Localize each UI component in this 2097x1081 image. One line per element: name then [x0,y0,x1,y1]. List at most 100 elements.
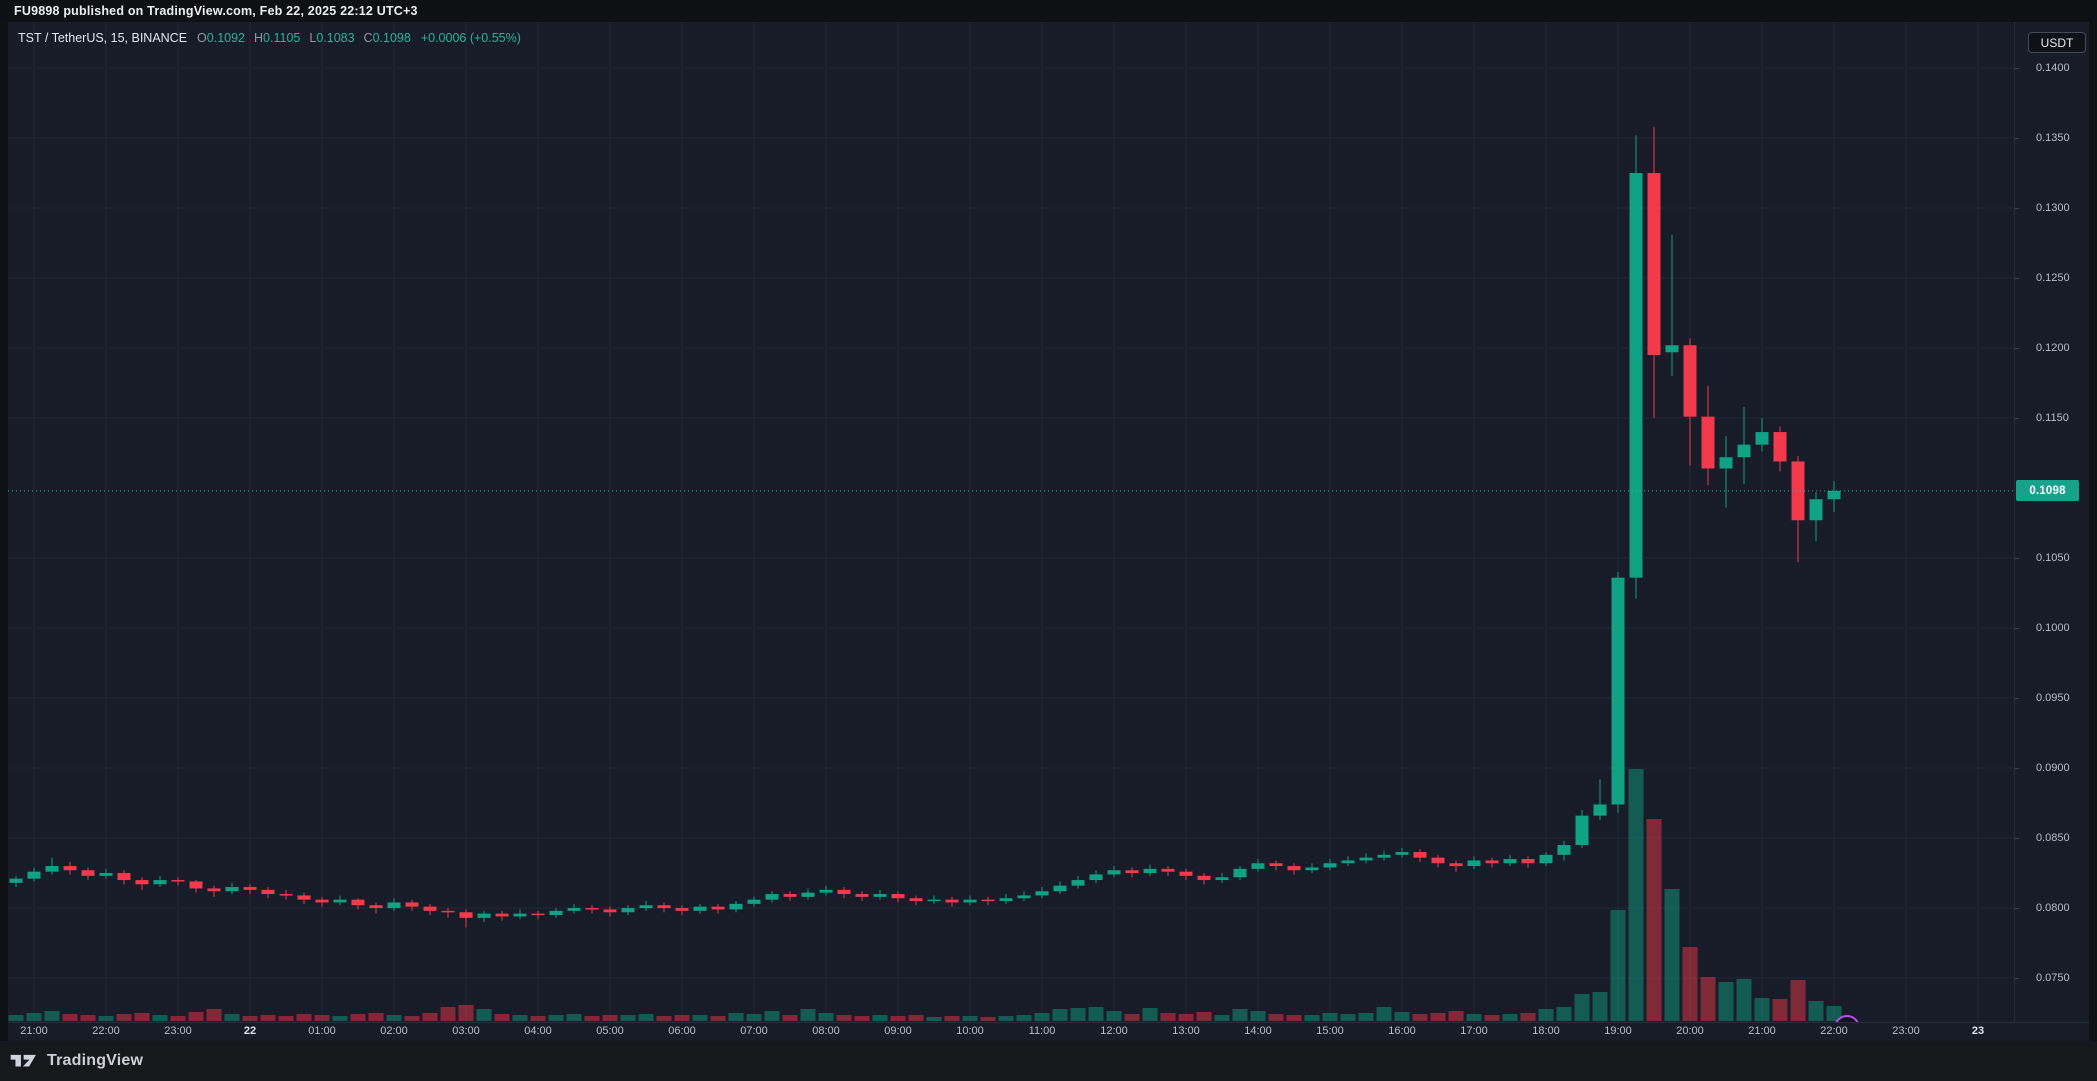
candle-body [405,902,419,907]
volume-bar [1394,1012,1410,1021]
footer-bar: TradingView [0,1041,2097,1081]
tradingview-brand-text[interactable]: TradingView [47,1052,144,1069]
candle-body [459,912,473,918]
volume-bar [350,1014,366,1021]
candle-body [639,905,653,909]
candle-body [1665,345,1679,353]
candle-body [315,899,329,903]
time-axis[interactable]: 21:00 22:00 23:00 22 01:00 02:00 03:00 04:00 05:… [8,1022,2089,1041]
price-axis-tick [2015,837,2019,839]
candle-body [513,913,527,917]
volume-bar [1682,947,1698,1021]
ohlc-pair: C0.1098 [364,31,411,45]
chart-area[interactable]: TST / TetherUS, 15, BINANCE O0.1092 H0.11… [8,22,2014,1041]
time-axis-label: 07:00 [740,1025,768,1037]
candle-body [1287,866,1301,871]
candle-body [963,899,977,903]
volume-bar [134,1013,150,1021]
time-axis-day-label: 22 [243,1025,257,1037]
volume-bar [1376,1007,1392,1021]
price-axis-tick [2015,417,2019,419]
candle-body [711,906,725,910]
time-axis-label: 21:00 [1748,1025,1776,1037]
volume-bar [854,1016,870,1021]
volume-bar [1124,1014,1140,1021]
candle-body [801,892,815,897]
candle-body [1593,804,1607,816]
candle-body [783,894,797,897]
volume-bar [1322,1013,1338,1021]
time-axis-label: 20:00 [1676,1025,1704,1037]
volume-bar [1286,1015,1302,1021]
volume-bar [1466,1014,1482,1021]
candle-body [1251,863,1265,869]
candle-body [1323,863,1337,868]
tradingview-logo-mark [10,1054,36,1067]
volume-bar [404,1016,420,1021]
volume-bar [1502,1014,1518,1021]
volume-bar [1412,1014,1428,1021]
candle-body [171,880,185,882]
candle-body [531,913,545,916]
ohlc-letter: L [309,31,317,45]
volume-bar [890,1016,906,1021]
time-axis-label: 09:00 [884,1025,912,1037]
time-axis-label: 16:00 [1388,1025,1416,1037]
candle-body [1341,860,1355,864]
volume-bar [1430,1013,1446,1021]
price-axis-tick [2015,557,2019,559]
volume-bar [386,1015,402,1021]
volume-bar [170,1016,186,1021]
time-axis-label: 08:00 [812,1025,840,1037]
price-axis-tick [2015,697,2019,699]
candle-body [1377,854,1391,858]
volume-bar [746,1014,762,1021]
candle-body [387,902,401,909]
candle-body [9,878,23,883]
volume-bar [422,1013,438,1021]
ohlc-value: 0.1083 [316,31,355,45]
candle-body [1125,870,1139,874]
time-axis-day-label: 23 [1971,1025,1985,1037]
candle-body [423,906,437,911]
candle-body [747,899,761,904]
candle-body [1467,860,1481,867]
volume-bar [584,1016,600,1021]
candle-body [45,866,59,872]
volume-bar [1070,1008,1086,1021]
volume-bar [1700,977,1716,1021]
candle-body [243,887,257,890]
ohlc-letter: C [363,31,373,45]
volume-bar [206,1009,222,1021]
candlestick-chart[interactable] [8,22,2014,1022]
candle-body [225,887,239,892]
volume-bar [1034,1013,1050,1021]
volume-bar [1736,979,1752,1021]
candle-body [63,866,77,871]
volume-bar [1484,1015,1500,1021]
candle-body [945,899,959,903]
volume-bar [476,1009,492,1021]
currency-button[interactable]: USDT [2028,32,2086,53]
candle-body [1071,880,1085,886]
price-axis-label: 0.1150 [2036,412,2069,425]
candle-body [261,889,275,895]
time-axis-label: 06:00 [668,1025,696,1037]
publish-bar: FU9898 published on TradingView.com, Feb… [0,0,2097,22]
volume-bar [1142,1008,1158,1021]
price-axis[interactable]: USDT 0.1098 0.1400 0.1350 0.1300 0.1250 0.12… [2014,22,2089,1022]
candle-body [873,894,887,897]
volume-bar [1268,1014,1284,1021]
price-axis-label: 0.1000 [2036,622,2070,635]
candle-body [1143,868,1157,874]
candle-body [1431,857,1445,864]
candle-body [1161,868,1175,872]
volume-bar [440,1007,456,1021]
tradingview-logo[interactable] [10,1052,40,1070]
candle-body [135,880,149,885]
candle-body [1701,416,1715,469]
volume-bar [908,1015,924,1021]
volume-bar [62,1014,78,1021]
volume-bar [1592,992,1608,1021]
